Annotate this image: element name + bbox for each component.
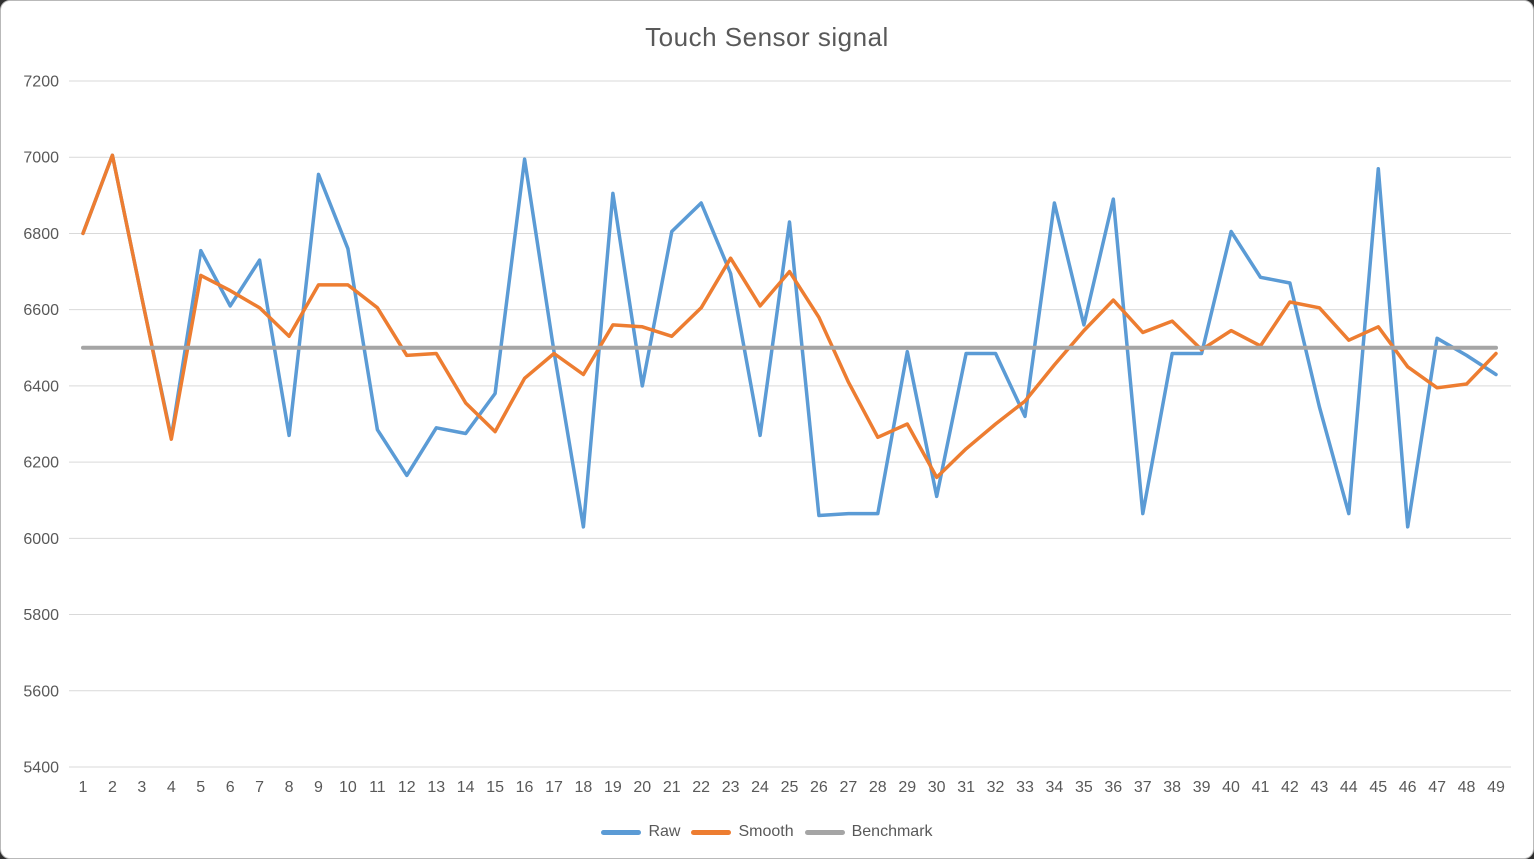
x-axis-tick-label: 48 — [1458, 779, 1476, 796]
y-axis-tick-label: 6400 — [23, 378, 59, 395]
x-axis-tick-label: 28 — [869, 779, 887, 796]
x-axis-tick-label: 5 — [196, 779, 205, 796]
legend-item-smooth: Smooth — [691, 823, 794, 841]
legend-label: Benchmark — [851, 823, 933, 840]
x-axis-tick-label: 29 — [898, 779, 916, 796]
y-axis-tick-label: 5400 — [23, 760, 59, 777]
x-axis-tick-label: 21 — [663, 779, 681, 796]
y-axis-tick-label: 6600 — [23, 302, 59, 319]
x-axis-tick-label: 41 — [1252, 779, 1270, 796]
x-axis-tick-label: 6 — [226, 779, 235, 796]
x-axis-tick-label: 15 — [486, 779, 504, 796]
legend-item-benchmark: Benchmark — [804, 823, 933, 841]
x-axis-tick-label: 42 — [1281, 779, 1299, 796]
x-axis-tick-label: 38 — [1163, 779, 1181, 796]
x-axis-tick-label: 35 — [1075, 779, 1093, 796]
series-raw-line — [81, 153, 1498, 529]
legend-swatch-smooth — [691, 829, 732, 835]
x-axis-tick-label: 24 — [751, 779, 769, 796]
y-axis-tick-label: 6800 — [23, 226, 59, 243]
x-axis-tick-label: 40 — [1222, 779, 1240, 796]
x-axis-tick-label: 30 — [928, 779, 946, 796]
x-axis-tick-label: 32 — [987, 779, 1005, 796]
x-axis-tick-label: 8 — [285, 779, 294, 796]
x-axis-tick-label: 26 — [810, 779, 828, 796]
x-axis-tick-label: 36 — [1104, 779, 1122, 796]
x-axis-tick-label: 2 — [108, 779, 117, 796]
x-axis-tick-label: 20 — [633, 779, 651, 796]
x-axis-tick-label: 13 — [427, 779, 445, 796]
x-axis-tick-label: 44 — [1340, 779, 1358, 796]
legend-label: Smooth — [738, 823, 794, 840]
x-axis-tick-label: 27 — [839, 779, 857, 796]
x-axis-tick-label: 18 — [575, 779, 593, 796]
x-axis-tick-label: 33 — [1016, 779, 1034, 796]
x-axis-tick-label: 25 — [781, 779, 799, 796]
x-axis-tick-label: 3 — [137, 779, 146, 796]
x-axis-tick-label: 45 — [1369, 779, 1387, 796]
legend: Raw Smooth Benchmark — [1, 823, 1533, 841]
x-axis-tick-label: 7 — [255, 779, 264, 796]
chart-title: Touch Sensor signal — [645, 22, 889, 52]
y-axis-tick-label: 7000 — [23, 150, 59, 167]
x-axis-tick-label: 19 — [604, 779, 622, 796]
x-axis-tick-label: 43 — [1310, 779, 1328, 796]
x-axis-tick-label: 49 — [1487, 779, 1505, 796]
x-axis-tick-label: 9 — [314, 779, 323, 796]
x-axis-tick-label: 16 — [516, 779, 534, 796]
x-axis-tick-label: 39 — [1193, 779, 1211, 796]
y-axis-tick-label: 6000 — [23, 531, 59, 548]
x-axis-tick-label: 12 — [398, 779, 416, 796]
series-smooth-line — [81, 153, 1498, 480]
x-axis-tick-label: 37 — [1134, 779, 1152, 796]
legend-item-raw: Raw — [601, 823, 680, 841]
x-axis-tick-label: 47 — [1428, 779, 1446, 796]
x-axis-tick-label: 17 — [545, 779, 563, 796]
y-axis-tick-label: 5600 — [23, 683, 59, 700]
y-axis-tick-label: 6200 — [23, 455, 59, 472]
legend-label: Raw — [648, 823, 681, 840]
legend-swatch-benchmark — [804, 829, 845, 835]
x-axis-tick-label: 22 — [692, 779, 710, 796]
x-axis-tick-label: 23 — [722, 779, 740, 796]
x-axis-tick-label: 31 — [957, 779, 975, 796]
y-axis-tick-label: 5800 — [23, 607, 59, 624]
x-axis-tick-label: 46 — [1399, 779, 1417, 796]
x-axis-tick-label: 4 — [167, 779, 176, 796]
x-axis-tick-label: 1 — [79, 779, 88, 796]
x-axis-tick-label: 34 — [1046, 779, 1064, 796]
x-axis-tick-label: 11 — [369, 779, 386, 796]
x-axis-tick-label: 14 — [457, 779, 475, 796]
x-axis-tick-label: 10 — [339, 779, 357, 796]
legend-swatch-raw — [601, 829, 642, 835]
y-axis-tick-label: 7200 — [23, 74, 59, 91]
